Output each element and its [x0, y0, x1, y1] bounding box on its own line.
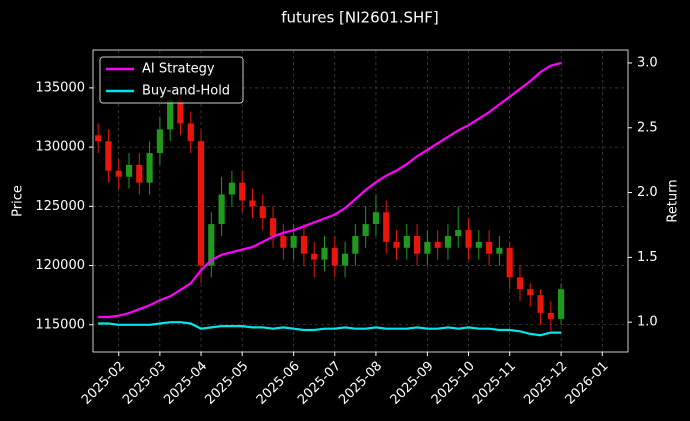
candle-body [156, 129, 163, 154]
y2-tick-label: 3.0 [637, 55, 658, 70]
candle-body [146, 153, 153, 183]
candle-body [547, 312, 554, 319]
candle-body [187, 123, 194, 142]
candle-body [465, 230, 472, 248]
candle-body [321, 247, 328, 260]
candle-body [393, 241, 400, 248]
candle-body [444, 235, 452, 248]
candle-body [434, 241, 441, 248]
y-tick-label: 125000 [35, 199, 85, 214]
candle-body [516, 277, 524, 290]
plot-frame [92, 49, 629, 353]
candle-body [228, 182, 235, 195]
candle-body [290, 235, 297, 248]
candle-body [455, 230, 462, 236]
candle-body [424, 241, 431, 254]
candle-body [208, 224, 215, 266]
candle-body [95, 135, 102, 142]
candle-body [506, 247, 513, 278]
line-series [98, 321, 562, 337]
y2-axis-label: Return [666, 179, 681, 222]
candle-body [300, 235, 307, 254]
candle-body [197, 141, 205, 266]
y2-tick-label: 1.5 [637, 250, 658, 265]
candle-body [136, 164, 143, 183]
candle-body [177, 99, 184, 124]
candle-body [259, 206, 266, 219]
legend-box [99, 56, 244, 104]
candle-body [115, 170, 122, 177]
candle-body [249, 200, 256, 207]
candle-body [537, 295, 544, 313]
candle-body [362, 224, 369, 236]
candle-body [331, 247, 338, 266]
y2-tick-label: 2.5 [637, 120, 658, 135]
y2-tick-label: 2.0 [637, 185, 658, 200]
candle-body [311, 253, 318, 260]
candle-body [558, 289, 565, 319]
candle-body [125, 164, 133, 177]
candle-body [496, 247, 503, 254]
candle-body [486, 241, 493, 254]
y-tick-label: 130000 [35, 140, 85, 155]
candle-body [527, 289, 534, 296]
legend-label: Buy-and-Hold [142, 84, 230, 99]
candle-body [239, 182, 246, 201]
legend-label: AI Strategy [142, 62, 215, 77]
chart-title: futures [NI2601.SHF] [281, 9, 439, 27]
candle-body [218, 194, 225, 225]
candle-body [280, 235, 287, 248]
y2-tick-label: 1.0 [637, 315, 658, 330]
candle-body [403, 235, 410, 248]
candle-body [372, 212, 380, 225]
candle-body [383, 212, 390, 242]
line-series [98, 61, 562, 319]
y-tick-label: 135000 [35, 80, 85, 95]
y-tick-label: 120000 [35, 258, 85, 273]
candle-body [105, 141, 112, 171]
candle-body [352, 235, 359, 254]
candle-body [167, 99, 174, 130]
y-tick-label: 115000 [35, 317, 85, 332]
candle-body [269, 218, 277, 236]
y-axis-label: Price [11, 185, 26, 217]
candle-body [475, 241, 482, 248]
candle-body [341, 253, 349, 266]
candle-body [414, 235, 421, 254]
